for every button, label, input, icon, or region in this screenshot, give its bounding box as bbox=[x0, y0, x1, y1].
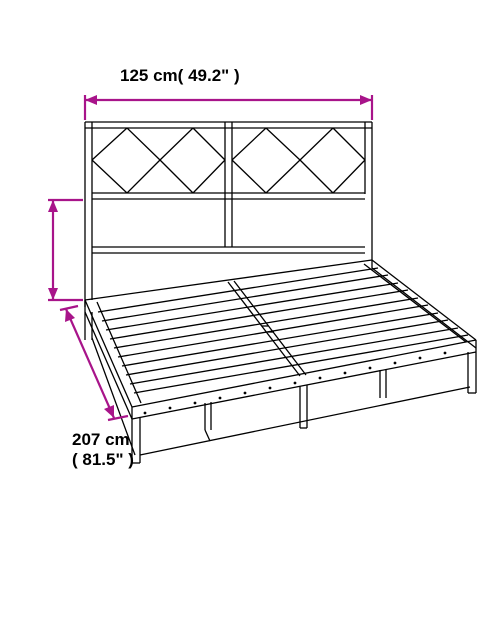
dimension-width-label: 125 cm( 49.2" ) bbox=[120, 66, 240, 86]
diagram-stage: 125 cm( 49.2" ) 20,5 cm( 8.1" ) 207 cm (… bbox=[0, 0, 500, 641]
dimension-depth-in: 81.5" bbox=[82, 450, 123, 469]
bed-frame-diagram bbox=[0, 0, 500, 641]
dimension-depth-cm: 207 cm bbox=[72, 430, 130, 449]
dimension-depth-label: 207 cm ( 81.5" ) bbox=[72, 430, 134, 470]
dimension-width-in: 49.2" bbox=[188, 66, 229, 85]
dimension-width-cm: 125 cm bbox=[120, 66, 178, 85]
